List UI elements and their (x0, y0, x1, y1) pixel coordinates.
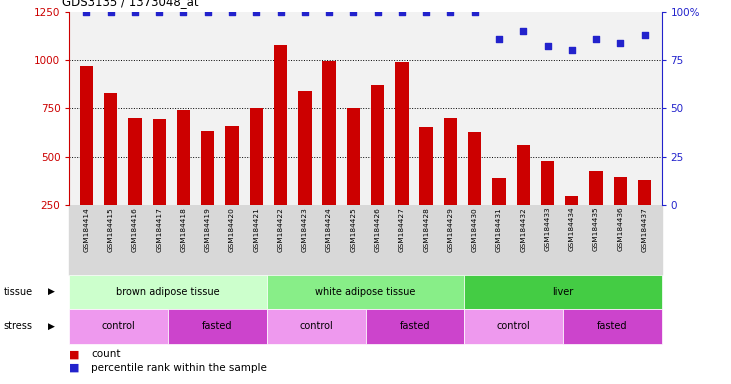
Bar (371, 85, 385, 254)
Bar (298, 91, 311, 254)
Text: brown adipose tissue: brown adipose tissue (116, 287, 220, 297)
Bar (274, 45, 287, 254)
Point (129, 8, 141, 15)
Bar (468, 132, 482, 254)
Bar (201, 131, 214, 254)
Text: GSM184422: GSM184422 (278, 207, 284, 252)
Text: GSM184423: GSM184423 (302, 207, 308, 252)
Point (105, 8, 116, 15)
Point (444, 8, 456, 15)
Point (347, 8, 359, 15)
Text: GDS3135 / 1373048_at: GDS3135 / 1373048_at (62, 0, 199, 8)
Text: fasted: fasted (597, 321, 627, 331)
Point (154, 8, 165, 15)
Bar (638, 180, 651, 254)
Bar (589, 170, 602, 254)
Point (566, 47, 577, 53)
Text: fasted: fasted (202, 321, 232, 331)
Text: percentile rank within the sample: percentile rank within the sample (91, 362, 268, 373)
Text: GSM184416: GSM184416 (132, 207, 138, 252)
Text: GSM184426: GSM184426 (374, 207, 381, 252)
Bar (153, 119, 166, 254)
Bar (492, 178, 506, 254)
Point (615, 40, 626, 46)
Bar (541, 161, 554, 254)
Text: GSM184428: GSM184428 (423, 207, 429, 252)
Text: liver: liver (552, 287, 574, 297)
Point (493, 36, 505, 42)
FancyBboxPatch shape (563, 309, 662, 344)
Bar (565, 196, 578, 254)
Text: ■: ■ (69, 362, 80, 373)
Point (518, 28, 529, 34)
Text: fasted: fasted (400, 321, 430, 331)
FancyBboxPatch shape (168, 309, 267, 344)
Bar (613, 177, 627, 254)
Text: stress: stress (4, 321, 33, 331)
FancyBboxPatch shape (267, 309, 366, 344)
Point (251, 8, 262, 15)
Text: GSM184420: GSM184420 (229, 207, 235, 252)
Bar (249, 109, 263, 254)
Point (202, 8, 213, 15)
Text: count: count (91, 349, 121, 359)
Point (178, 8, 189, 15)
Text: GSM184430: GSM184430 (471, 207, 477, 252)
Text: GSM184414: GSM184414 (83, 207, 89, 252)
Text: GSM184433: GSM184433 (545, 207, 550, 252)
Text: ■: ■ (69, 349, 80, 359)
Text: GSM184432: GSM184432 (520, 207, 526, 252)
Text: tissue: tissue (4, 287, 33, 297)
FancyBboxPatch shape (366, 309, 464, 344)
Point (590, 36, 602, 42)
Text: GSM184421: GSM184421 (254, 207, 260, 252)
Point (396, 8, 408, 15)
Bar (225, 126, 239, 254)
Bar (395, 62, 409, 254)
Text: GSM184436: GSM184436 (617, 207, 624, 252)
Text: GSM184424: GSM184424 (326, 207, 332, 252)
Point (372, 8, 384, 15)
Point (469, 8, 480, 15)
Point (323, 8, 335, 15)
Text: white adipose tissue: white adipose tissue (315, 287, 416, 297)
FancyBboxPatch shape (464, 275, 662, 309)
Text: GSM184418: GSM184418 (181, 207, 186, 252)
Bar (177, 111, 190, 254)
Text: GSM184435: GSM184435 (593, 207, 599, 252)
Bar (322, 61, 336, 254)
Bar (346, 109, 360, 254)
Point (542, 43, 553, 50)
Text: GSM184415: GSM184415 (107, 207, 114, 252)
Text: GSM184425: GSM184425 (350, 207, 357, 252)
Text: GSM184437: GSM184437 (642, 207, 648, 252)
Bar (420, 127, 433, 254)
Bar (444, 118, 457, 254)
Point (639, 32, 651, 38)
Bar (517, 145, 530, 254)
Text: control: control (102, 321, 136, 331)
Point (226, 8, 238, 15)
Bar (129, 118, 142, 254)
FancyBboxPatch shape (69, 309, 168, 344)
Point (80, 8, 92, 15)
Text: GSM184429: GSM184429 (447, 207, 453, 252)
Text: GSM184417: GSM184417 (156, 207, 162, 252)
Text: GSM184427: GSM184427 (399, 207, 405, 252)
FancyBboxPatch shape (267, 275, 464, 309)
FancyBboxPatch shape (464, 309, 563, 344)
Text: control: control (496, 321, 531, 331)
Text: GSM184431: GSM184431 (496, 207, 502, 252)
Text: ▶: ▶ (48, 287, 54, 296)
Text: GSM184419: GSM184419 (205, 207, 211, 252)
FancyBboxPatch shape (69, 275, 267, 309)
Bar (80, 66, 93, 254)
Point (420, 8, 432, 15)
Text: ▶: ▶ (48, 322, 54, 331)
Point (299, 8, 311, 15)
Text: control: control (299, 321, 333, 331)
Point (275, 8, 287, 15)
Bar (104, 93, 118, 254)
Text: GSM184434: GSM184434 (569, 207, 575, 252)
